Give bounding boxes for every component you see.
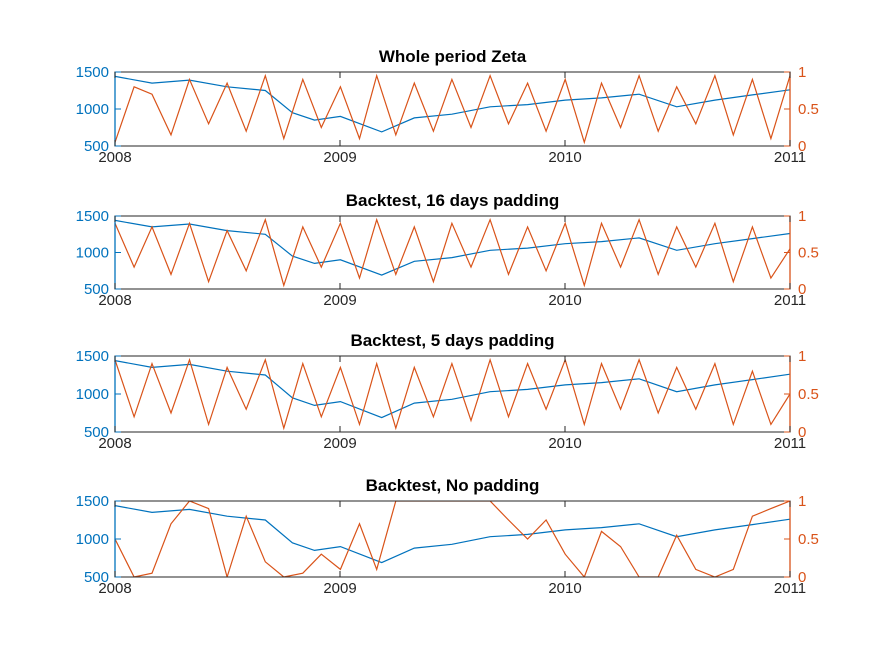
left-tick-label: 500 <box>84 138 109 155</box>
left-axis-series-line <box>115 75 790 133</box>
left-tick-label: 500 <box>84 424 109 441</box>
right-tick-label: 0 <box>798 424 806 441</box>
x-tick-label: 2011 <box>774 292 806 309</box>
right-axis-series-line <box>115 357 790 431</box>
x-tick-label: 2010 <box>548 580 581 597</box>
x-tick-label: 2008 <box>98 435 131 452</box>
x-tick-label: 2008 <box>98 580 131 597</box>
left-tick-label: 1500 <box>76 64 109 81</box>
left-axis-series-line <box>115 219 790 276</box>
left-tick-label: 1000 <box>76 386 109 403</box>
x-tick-label: 2008 <box>98 292 131 309</box>
subplot-title: Whole period Zeta <box>379 47 527 66</box>
x-tick-label: 2009 <box>323 149 356 166</box>
subplot-4: Backtest, No padding 500 1000 1500 0 0.5 1 2008… <box>76 476 819 597</box>
x-tick-label: 2008 <box>98 149 131 166</box>
right-tick-label: 1 <box>798 348 806 365</box>
x-tick-label: 2011 <box>774 435 806 452</box>
right-tick-label: 0.5 <box>798 531 819 548</box>
right-tick-label: 1 <box>798 493 806 510</box>
subplot-3: Backtest, 5 days padding 500 1000 1500 0 0.5 1… <box>76 331 819 452</box>
right-tick-label: 0.5 <box>798 245 819 262</box>
right-tick-label: 0 <box>798 281 806 298</box>
right-axis-series-line <box>115 73 790 145</box>
x-tick-label: 2011 <box>774 580 806 597</box>
right-tick-label: 0 <box>798 569 806 586</box>
subplot-1: Whole period Zeta 500 1000 1500 0 0.5 1 2008 200… <box>76 47 819 166</box>
left-axis-series-line <box>115 505 790 564</box>
subplot-2: Backtest, 16 days padding 500 1000 1500 0 0.5… <box>76 191 819 309</box>
left-tick-label: 1000 <box>76 245 109 262</box>
left-axis-series-line <box>115 360 790 419</box>
x-tick-label: 2009 <box>323 292 356 309</box>
x-tick-label: 2010 <box>548 292 581 309</box>
right-tick-label: 1 <box>798 64 806 81</box>
x-tick-label: 2009 <box>323 580 356 597</box>
left-tick-label: 1500 <box>76 493 109 510</box>
x-tick-label: 2009 <box>323 435 356 452</box>
left-tick-label: 500 <box>84 569 109 586</box>
right-axis-series-line <box>115 217 790 288</box>
right-tick-label: 0.5 <box>798 386 819 403</box>
subplot-title: Backtest, No padding <box>366 476 540 495</box>
x-tick-label: 2011 <box>774 149 806 166</box>
right-axis-series-line <box>115 501 790 577</box>
left-tick-label: 500 <box>84 281 109 298</box>
subplot-title: Backtest, 5 days padding <box>350 331 554 350</box>
x-tick-label: 2010 <box>548 149 581 166</box>
right-tick-label: 0 <box>798 138 806 155</box>
subplot-title: Backtest, 16 days padding <box>346 191 560 210</box>
right-tick-label: 0.5 <box>798 101 819 118</box>
left-tick-label: 1500 <box>76 348 109 365</box>
left-tick-label: 1500 <box>76 208 109 225</box>
right-tick-label: 1 <box>798 208 806 225</box>
left-tick-label: 1000 <box>76 101 109 118</box>
x-tick-label: 2010 <box>548 435 581 452</box>
left-tick-label: 1000 <box>76 531 109 548</box>
